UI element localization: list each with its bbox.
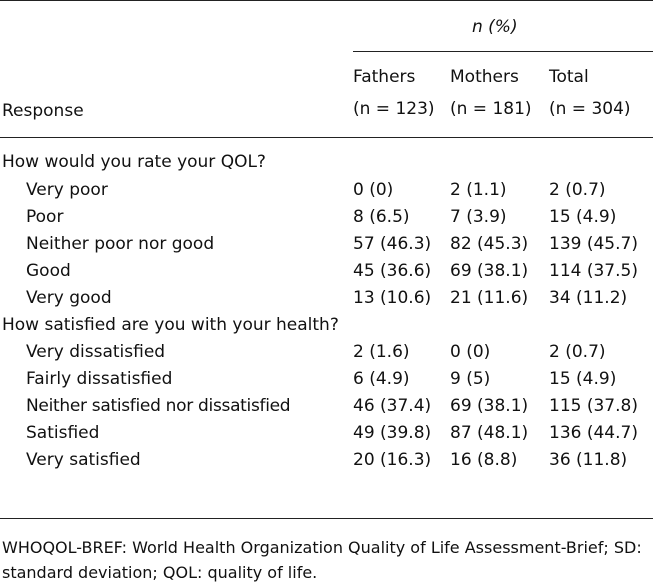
row-label: Fairly dissatisfied	[26, 369, 173, 389]
table-top-rule	[0, 0, 653, 1]
cell-fathers: 46 (37.4)	[353, 396, 432, 416]
cell-fathers: 6 (4.9)	[353, 369, 410, 389]
row-label: Very poor	[26, 180, 108, 200]
cell-mothers: 21 (11.6)	[450, 288, 529, 308]
cell-fathers: 49 (39.8)	[353, 423, 432, 443]
cell-mothers: 69 (38.1)	[450, 261, 529, 281]
cell-total: 36 (11.8)	[549, 450, 628, 470]
cell-fathers: 8 (6.5)	[353, 207, 410, 227]
column-header-mothers-n: (n = 181)	[450, 99, 532, 119]
cell-fathers: 57 (46.3)	[353, 234, 432, 254]
cell-total: 115 (37.8)	[549, 396, 638, 416]
header-subrule	[353, 51, 653, 52]
cell-fathers: 20 (16.3)	[353, 450, 432, 470]
row-label: Very good	[26, 288, 112, 308]
row-label: Satisfied	[26, 423, 100, 443]
column-header-fathers: Fathers	[353, 67, 416, 87]
row-label: Poor	[26, 207, 64, 227]
cell-total: 136 (44.7)	[549, 423, 638, 443]
cell-mothers: 2 (1.1)	[450, 180, 507, 200]
response-header: Response	[2, 101, 84, 121]
cell-fathers: 45 (36.6)	[353, 261, 432, 281]
cell-total: 139 (45.7)	[549, 234, 638, 254]
header-bottom-rule	[0, 137, 653, 138]
table-footnote: WHOQOL-BREF: World Health Organization Q…	[2, 538, 642, 582]
cell-total: 15 (4.9)	[549, 207, 617, 227]
cell-fathers: 13 (10.6)	[353, 288, 432, 308]
cell-fathers: 0 (0)	[353, 180, 394, 200]
table-bottom-rule	[0, 518, 653, 519]
n-percent-header: n (%)	[472, 17, 518, 37]
column-header-mothers: Mothers	[450, 67, 519, 87]
cell-total: 15 (4.9)	[549, 369, 617, 389]
row-label: Good	[26, 261, 71, 281]
section-title-qol: How would you rate your QOL?	[2, 152, 266, 172]
cell-mothers: 82 (45.3)	[450, 234, 529, 254]
column-header-total-n: (n = 304)	[549, 99, 631, 119]
cell-total: 114 (37.5)	[549, 261, 638, 281]
section-title-health: How satisfied are you with your health?	[2, 315, 339, 335]
cell-fathers: 2 (1.6)	[353, 342, 410, 362]
column-header-total: Total	[549, 67, 589, 87]
cell-total: 2 (0.7)	[549, 342, 606, 362]
cell-mothers: 16 (8.8)	[450, 450, 518, 470]
cell-total: 2 (0.7)	[549, 180, 606, 200]
cell-mothers: 0 (0)	[450, 342, 491, 362]
row-label: Very satisfied	[26, 450, 141, 470]
column-header-fathers-n: (n = 123)	[353, 99, 435, 119]
cell-mothers: 69 (38.1)	[450, 396, 529, 416]
row-label: Very dissatisfied	[26, 342, 166, 362]
cell-total: 34 (11.2)	[549, 288, 628, 308]
cell-mothers: 87 (48.1)	[450, 423, 529, 443]
cell-mothers: 7 (3.9)	[450, 207, 507, 227]
row-label: Neither poor nor good	[26, 234, 215, 254]
row-label: Neither satisfied nor dissatisfied	[26, 396, 291, 416]
cell-mothers: 9 (5)	[450, 369, 491, 389]
